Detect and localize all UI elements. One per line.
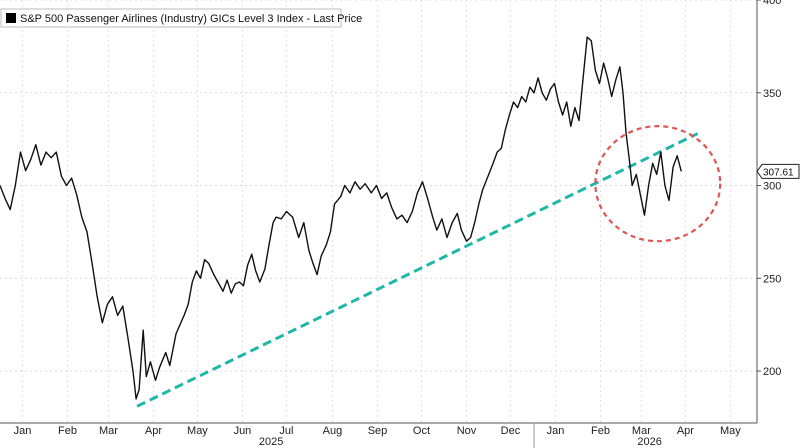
legend-label: S&P 500 Passenger Airlines (Industry) GI… — [20, 13, 362, 25]
x-tick-label: Apr — [677, 425, 694, 437]
legend: S&P 500 Passenger Airlines (Industry) GI… — [0, 8, 362, 28]
annotation-layer — [136, 125, 722, 408]
y-tick-label: 400 — [763, 0, 781, 7]
x-tick-label: Jun — [234, 425, 252, 437]
y-tick-label: 300 — [763, 181, 781, 193]
x-tick-label: Mar — [632, 425, 651, 437]
last-value-marker: 307.61 — [756, 163, 800, 179]
grid-layer — [0, 0, 757, 423]
x-tick-label: Dec — [501, 425, 521, 437]
x-tick-label: Oct — [413, 425, 430, 437]
last-value-label: 307.61 — [763, 167, 794, 178]
price-line — [0, 36, 682, 400]
trendline — [136, 132, 699, 408]
year-label: 2025 — [259, 436, 283, 448]
year-label: 2026 — [637, 436, 661, 448]
series-layer — [0, 36, 682, 400]
axis-layer: 200 250 300 350 400 Jan Feb Mar Apr May Jun Jul Aug S… — [0, 0, 781, 448]
x-tick-label: May — [720, 425, 741, 437]
y-tick-label: 350 — [763, 88, 781, 100]
x-tick-label: Nov — [457, 425, 477, 437]
legend-box — [0, 8, 342, 28]
x-tick-label: Jan — [547, 425, 565, 437]
x-tick-label: Feb — [591, 425, 610, 437]
highlight-circle — [594, 125, 722, 243]
x-tick-label: Jul — [279, 425, 293, 437]
x-tick-label: Mar — [99, 425, 118, 437]
last-value-box — [756, 163, 800, 179]
x-tick-label: Apr — [145, 425, 162, 437]
y-tick-label: 200 — [763, 366, 781, 378]
x-tick-label: May — [187, 425, 208, 437]
y-tick-label: 250 — [763, 273, 781, 285]
x-tick-label: Feb — [58, 425, 77, 437]
x-tick-label: Jan — [14, 425, 32, 437]
legend-swatch — [6, 13, 16, 23]
x-tick-label: Aug — [323, 425, 343, 437]
x-tick-label: Sep — [368, 425, 388, 437]
